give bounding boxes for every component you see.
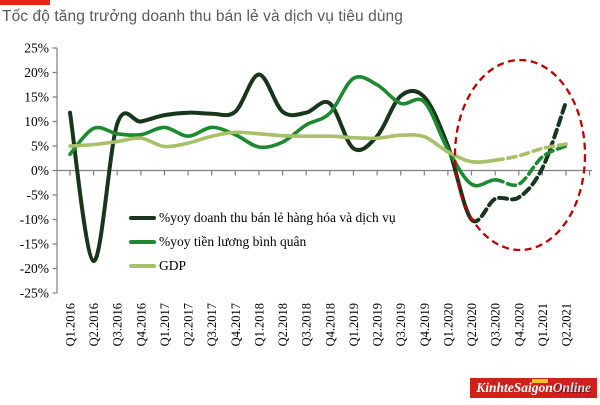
logo-main-text: KinhteSaigon (476, 380, 553, 395)
x-tick-label: Q2.2020 (465, 303, 479, 346)
legend-item-wage: %yoy tiền lương bình quân (129, 230, 396, 254)
x-tick-label: Q3.2017 (205, 303, 219, 346)
accent-bar (0, 0, 50, 5)
x-tick-label: Q4.2019 (418, 303, 432, 346)
y-tick-label: 25% (24, 41, 49, 56)
x-tick-label: Q4.2017 (229, 303, 243, 346)
x-tick-label: Q1.2021 (536, 303, 550, 346)
x-tick-label: Q2.2017 (182, 303, 196, 346)
logo-suffix-text: Online (552, 380, 591, 395)
x-tick-label: Q3.2020 (489, 303, 503, 346)
legend-label-gdp: GDP (159, 258, 187, 273)
gdp-line-dashed (493, 142, 568, 162)
retail-line-swatch (129, 216, 156, 220)
y-tick-label: 15% (24, 90, 49, 105)
legend-label-retail: %yoy doanh thu bán lẻ hàng hóa và dịch v… (159, 210, 396, 225)
gdp-line-swatch (129, 264, 156, 268)
x-tick-label: Q4.2018 (323, 303, 337, 346)
x-tick-label: Q1.2017 (158, 303, 172, 346)
x-tick-label: Q2.2016 (87, 303, 101, 346)
y-tick-label: 5% (31, 139, 49, 154)
x-tick-label: Q1.2020 (441, 303, 455, 346)
retail-line-solid (68, 72, 474, 264)
x-tick-label: Q1.2016 (64, 303, 78, 346)
x-tick-label: Q1.2018 (253, 303, 267, 346)
x-tick-label: Q2.2018 (276, 303, 290, 346)
y-tick-label: -25% (20, 286, 49, 301)
gdp-line-solid (68, 130, 497, 164)
x-tick-label: Q1.2019 (347, 303, 361, 346)
wage-line-solid (68, 74, 497, 188)
x-tick-label: Q4.2016 (134, 303, 148, 346)
y-tick-label: -20% (20, 261, 49, 276)
y-tick-label: 0% (31, 163, 49, 178)
wage-line-swatch (129, 240, 156, 244)
y-tick-label: -5% (27, 188, 50, 203)
legend-label-wage: %yoy tiền lương bình quân (159, 234, 307, 249)
highlight-ellipse (453, 58, 587, 252)
x-tick-label: Q4.2020 (512, 303, 526, 346)
x-tick-label: Q3.2019 (394, 303, 408, 346)
x-tick-label: Q3.2016 (111, 303, 125, 346)
chart-legend: %yoy doanh thu bán lẻ hàng hóa và dịch v… (129, 206, 396, 278)
y-tick-label: -10% (20, 212, 49, 227)
y-tick-label: 10% (24, 114, 49, 129)
y-tick-label: -15% (20, 237, 49, 252)
legend-item-gdp: GDP (129, 254, 396, 278)
kinhtesaigon-logo: KinhteSaigonOnline (470, 378, 597, 398)
logo-chip (532, 379, 549, 383)
x-tick-label: Q2.2021 (560, 303, 574, 346)
x-tick-label: Q3.2018 (300, 303, 314, 346)
wage-line-dashed (493, 144, 568, 187)
x-tick-label: Q2.2019 (371, 303, 385, 346)
axes (52, 47, 592, 294)
page-title: Tốc độ tăng trưởng doanh thu bán lẻ và d… (2, 8, 403, 25)
y-tick-label: 20% (24, 65, 49, 80)
legend-item-retail: %yoy doanh thu bán lẻ hàng hóa và dịch v… (129, 206, 396, 230)
